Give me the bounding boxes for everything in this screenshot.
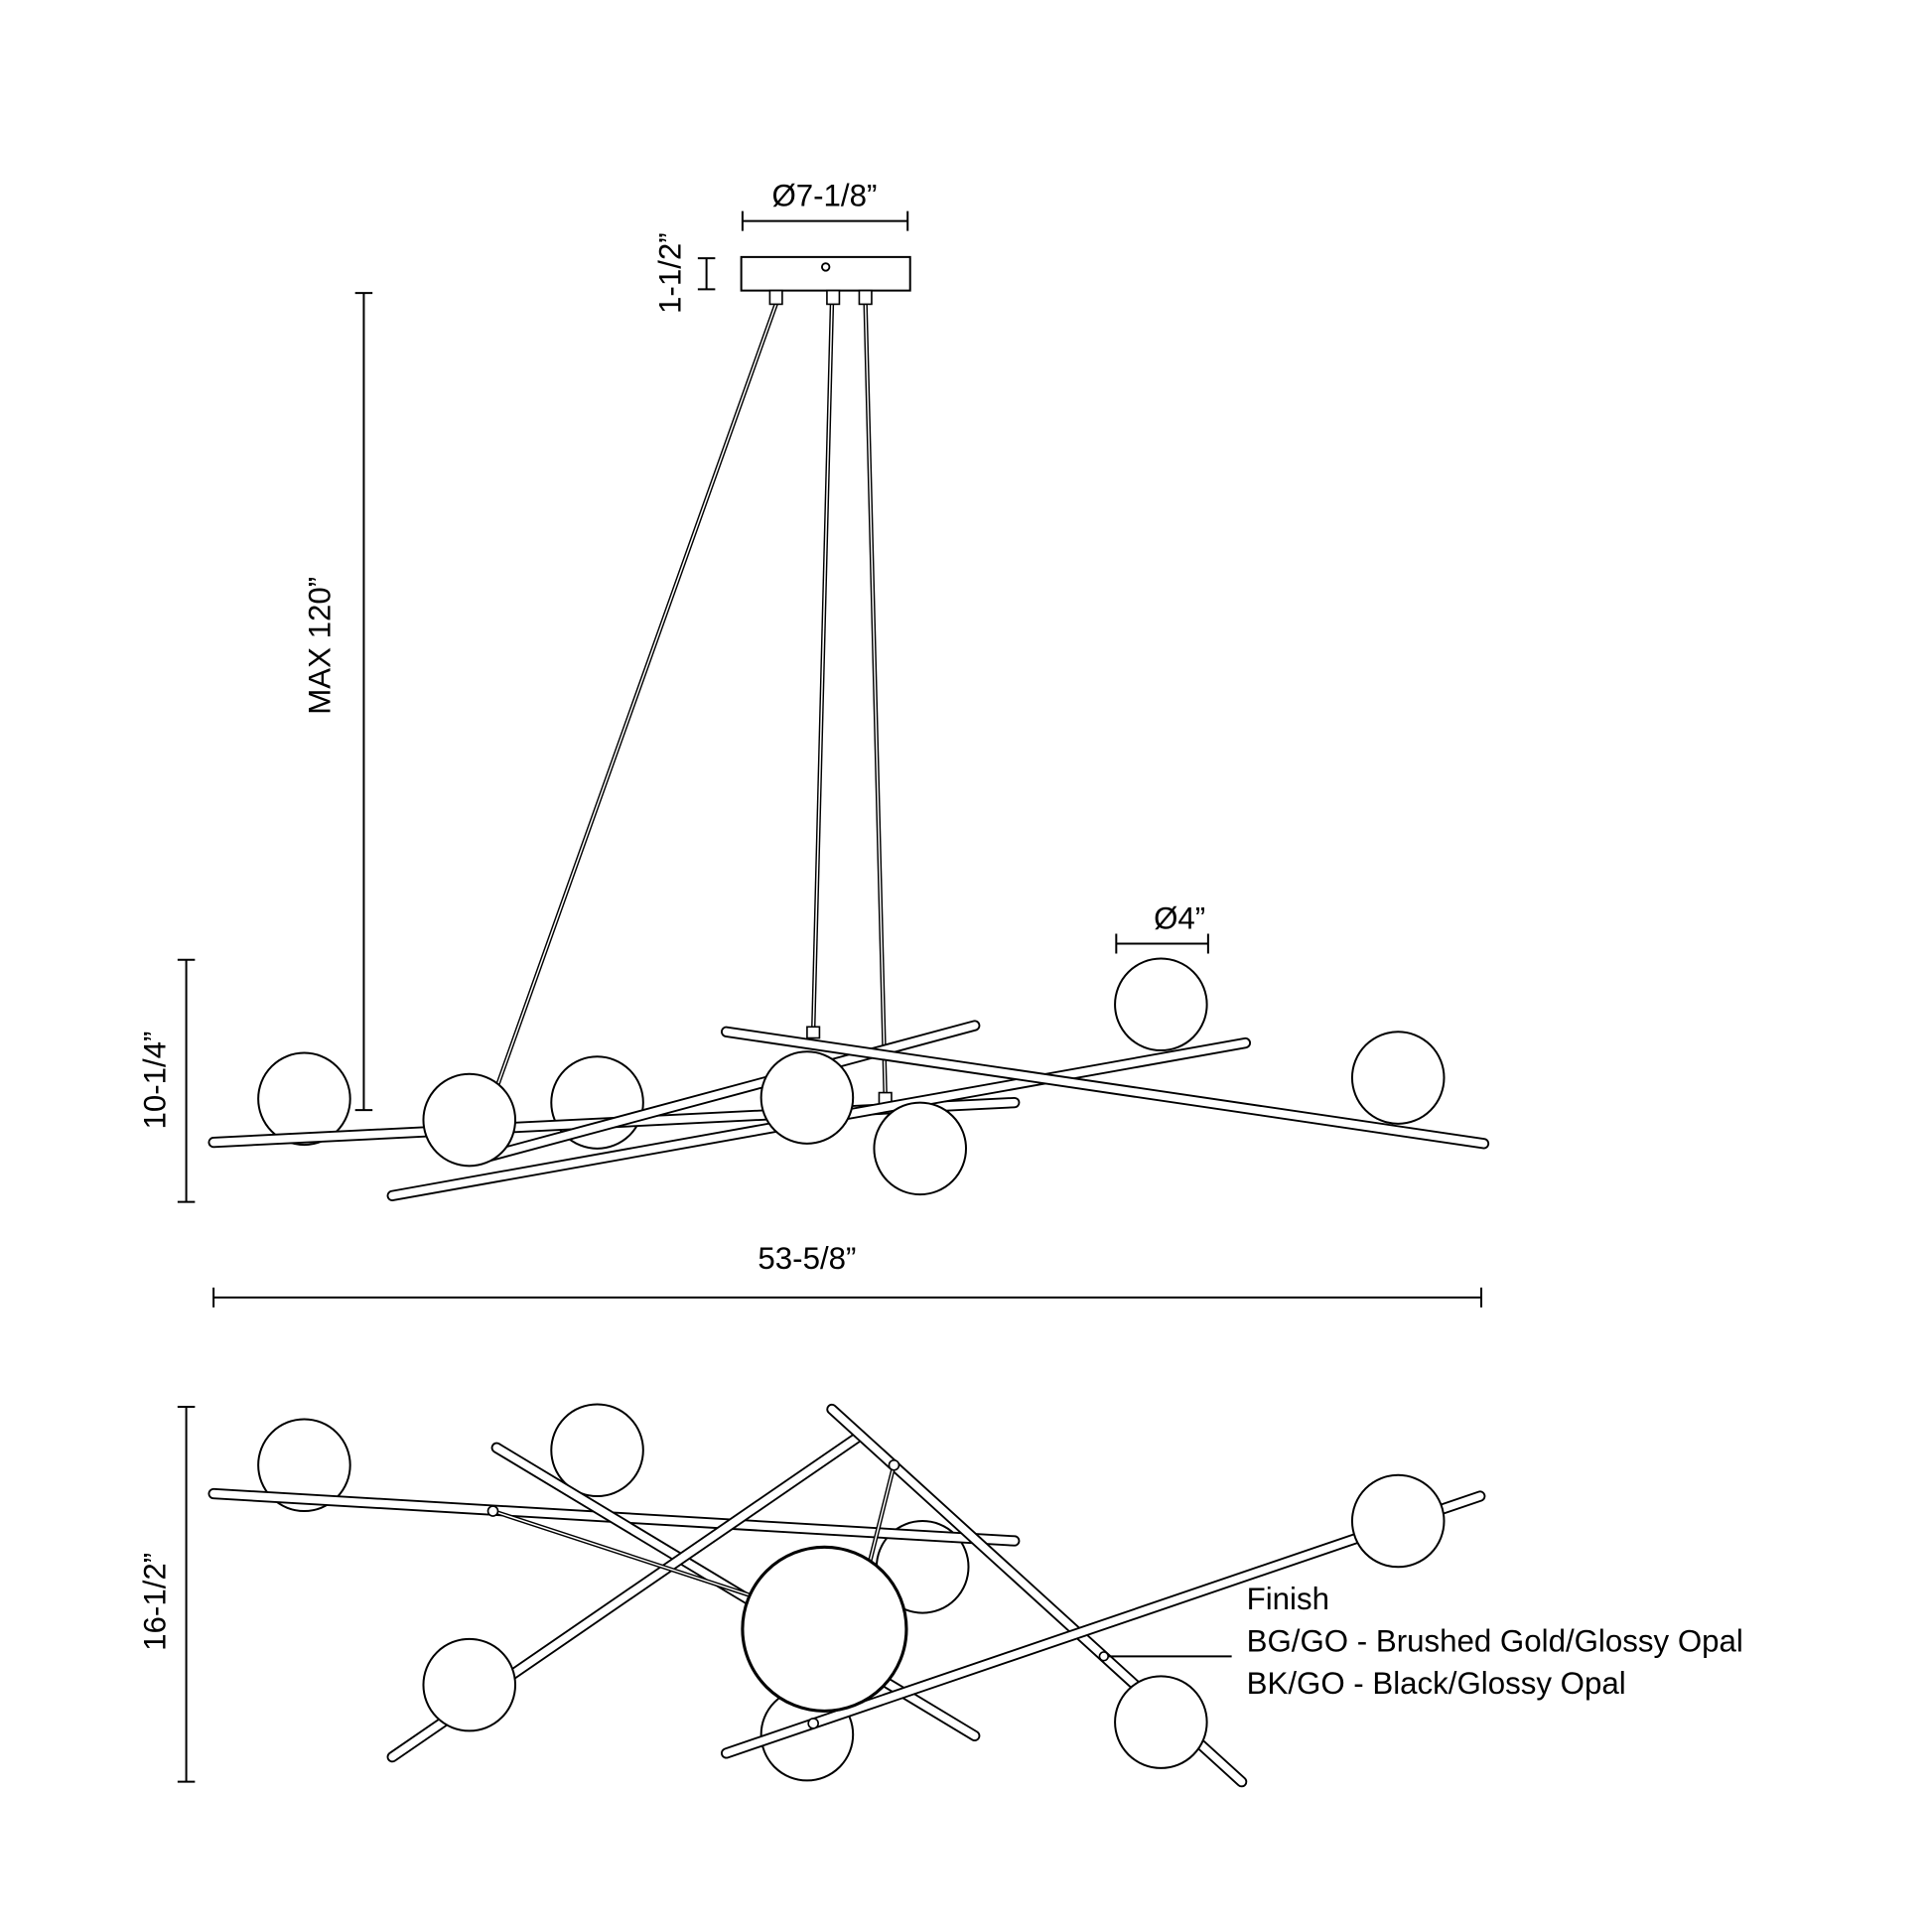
max-height-label: MAX 120” xyxy=(303,577,338,715)
fixture-height-label: 10-1/4” xyxy=(137,1032,172,1130)
depth-label: 16-1/2” xyxy=(137,1553,172,1651)
finish-legend: Finish BG/GO - Brushed Gold/Glossy Opal … xyxy=(1247,1582,1743,1701)
elevation-view: Ø7-1/8” 1-1/2” MAX 120” 10-1/4” Ø4” 53-5… xyxy=(137,179,1490,1308)
plan-view: 16-1/2” xyxy=(137,1403,1486,1788)
globes xyxy=(422,957,1446,1196)
canopy-plan xyxy=(741,1545,908,1713)
cables xyxy=(494,303,888,1096)
finish-option: BK/GO - Black/Glossy Opal xyxy=(1247,1666,1626,1701)
canopy-height-label: 1-1/2” xyxy=(652,232,687,314)
globe-diameter-label: Ø4” xyxy=(1154,900,1205,935)
width-label: 53-5/8” xyxy=(758,1241,856,1276)
finish-option: BG/GO - Brushed Gold/Glossy Opal xyxy=(1247,1623,1743,1658)
canopy xyxy=(740,255,911,1105)
dimension-lines xyxy=(177,210,1483,1308)
canopy-diameter-label: Ø7-1/8” xyxy=(771,179,877,213)
rods xyxy=(207,1020,1490,1201)
finish-title: Finish xyxy=(1247,1582,1329,1616)
